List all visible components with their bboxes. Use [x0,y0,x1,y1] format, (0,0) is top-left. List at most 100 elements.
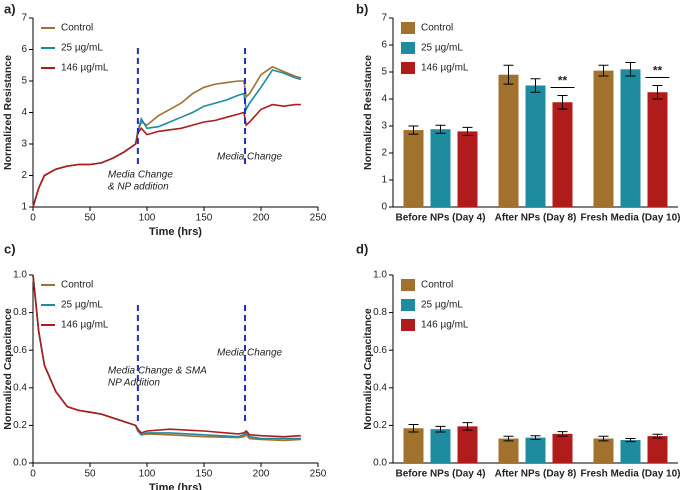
legend-label: Control [421,23,453,34]
x-tick-label: Before NPs (Day 4) [395,213,485,224]
bar [430,429,451,463]
legend-swatch [401,62,415,74]
y-tick-label: 3 [381,121,387,132]
bar [457,131,478,207]
error-bar [435,124,446,134]
y-tick-label: 0.8 [373,307,387,318]
panel-label: d) [356,241,368,256]
x-tick-label: 0 [30,213,36,224]
panel-label: a) [4,1,16,16]
x-tick-label: 0 [30,469,36,480]
legend-label: 146 µg/mL [61,63,109,74]
error-bar [462,126,473,136]
bar [620,69,641,207]
y-tick-label: 1 [381,175,387,186]
error-bar [557,431,568,437]
y-tick-label: 3 [21,139,27,150]
error-bar [503,64,514,85]
error-bar [652,433,663,439]
y-tick-label: 0.6 [13,345,27,356]
bar [498,74,519,207]
y-tick-label: 0.4 [373,382,387,393]
bar [430,129,451,207]
error-bar [557,94,568,110]
event-label: Media Change & SMA [108,366,207,377]
legend-swatch [401,319,415,331]
error-bar [625,438,636,443]
x-tick-label: 150 [196,213,213,224]
y-tick-label: 0.6 [373,345,387,356]
event-label: & NP addition [108,182,169,193]
bar [498,438,519,463]
x-tick-label: 200 [253,469,270,480]
bar [403,428,424,463]
event-label: NP Addition [108,378,161,389]
y-axis-title: Normalized Capacitance [2,308,14,430]
bar [552,102,573,207]
x-tick-label: Fresh Media (Day 10) [580,469,680,480]
error-bar [503,435,514,442]
legend-label: 25 µg/mL [421,300,463,311]
error-bar [625,62,636,77]
x-tick-label: 150 [196,469,213,480]
x-tick-label: 250 [310,469,327,480]
series-line [32,274,301,438]
y-tick-label: 0 [381,202,387,213]
x-tick-label: Before NPs (Day 4) [395,469,485,480]
y-tick-label: 5 [381,67,387,78]
y-tick-label: 7 [21,13,27,24]
legend-swatch [401,299,415,311]
x-tick-label: Fresh Media (Day 10) [580,213,680,224]
significance-label: ** [558,74,568,88]
error-bar [408,125,419,135]
bar [525,437,546,463]
y-tick-label: 0.8 [13,307,27,318]
y-tick-label: 0.0 [373,458,387,469]
y-tick-label: 7 [381,13,387,24]
x-tick-label: After NPs (Day 8) [495,213,577,224]
error-bar [435,425,446,433]
legend-label: 25 µg/mL [61,300,103,311]
bar [403,130,424,207]
x-tick-label: 200 [253,213,270,224]
y-tick-label: 1.0 [373,270,387,281]
y-tick-label: 4 [21,107,27,118]
legend-label: 146 µg/mL [421,63,469,74]
legend-label: Control [421,280,453,291]
y-axis-title: Normalized Resistance [2,55,14,170]
y-axis-title: Normalized Capacitance [362,308,374,430]
y-tick-label: 6 [21,44,27,55]
bar [457,426,478,463]
bar [647,436,668,463]
legend-label: Control [61,280,93,291]
x-axis-title: Time (hrs) [149,226,202,238]
y-tick-label: 6 [381,40,387,51]
bar [647,92,668,207]
x-tick-label: After NPs (Day 8) [495,469,577,480]
y-tick-label: 2 [381,148,387,159]
significance-label: ** [653,64,663,78]
x-tick-label: 100 [139,469,156,480]
error-bar [598,64,609,77]
error-bar [598,435,609,442]
error-bar [530,78,541,93]
y-tick-label: 5 [21,76,27,87]
y-tick-label: 2 [21,170,27,181]
bar [620,440,641,463]
y-tick-label: 0.2 [13,420,27,431]
legend-label: 25 µg/mL [421,43,463,54]
error-bar [530,435,541,440]
error-bar [652,85,663,100]
event-label: Media Change [217,152,282,163]
legend-label: Control [61,23,93,34]
y-tick-label: 4 [381,94,387,105]
x-tick-label: 100 [139,213,156,224]
x-tick-label: 250 [310,213,327,224]
legend-swatch [401,22,415,34]
panel-label: b) [356,1,368,16]
event-label: Media Change [217,348,282,359]
legend-swatch [401,279,415,291]
y-tick-label: 0.4 [13,382,27,393]
legend-swatch [401,42,415,54]
